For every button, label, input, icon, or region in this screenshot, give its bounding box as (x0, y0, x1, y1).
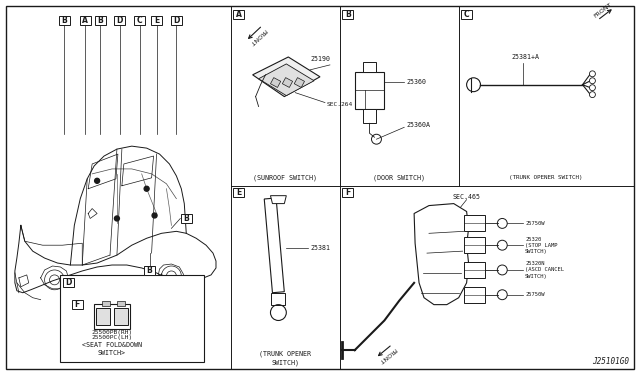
Bar (59, 16, 70, 25)
Text: C: C (137, 16, 143, 25)
Bar (114, 308, 128, 326)
Text: 25381+A: 25381+A (511, 54, 539, 60)
Circle shape (152, 213, 157, 218)
Circle shape (589, 85, 595, 91)
Text: A: A (83, 16, 88, 25)
Bar (463, 237, 485, 253)
Text: C: C (464, 10, 469, 19)
Text: B: B (97, 16, 103, 25)
Text: FRONT: FRONT (248, 28, 267, 46)
Bar (234, 10, 244, 19)
Text: 25320N
(ASCD CANCEL
SWITCH): 25320N (ASCD CANCEL SWITCH) (525, 261, 564, 279)
Bar (234, 188, 244, 197)
Text: FRONT: FRONT (593, 1, 613, 19)
Bar (294, 78, 305, 87)
Text: 25750W: 25750W (525, 292, 545, 297)
Text: (TRUNK OPENER SWITCH): (TRUNK OPENER SWITCH) (509, 175, 582, 180)
Text: B: B (184, 214, 189, 223)
Text: D: D (173, 16, 180, 25)
Bar (342, 188, 353, 197)
Bar (463, 262, 485, 278)
Bar (94, 304, 130, 329)
Bar (144, 266, 155, 275)
Bar (363, 109, 376, 124)
Bar (363, 62, 376, 72)
Text: B: B (147, 266, 152, 275)
Text: B: B (345, 10, 351, 19)
Text: D: D (116, 16, 123, 25)
Text: 25360A: 25360A (406, 122, 430, 128)
Bar (60, 275, 204, 362)
Bar (271, 293, 285, 305)
Bar (181, 214, 192, 223)
Bar (463, 287, 485, 303)
Circle shape (144, 186, 149, 191)
Bar (151, 16, 162, 25)
Text: 25500PC(LH): 25500PC(LH) (92, 335, 132, 340)
Text: A: A (236, 10, 242, 19)
Bar (80, 16, 91, 25)
Bar (355, 72, 385, 109)
Text: SEC.264: SEC.264 (327, 102, 353, 107)
Bar (96, 308, 110, 326)
Bar (117, 301, 125, 306)
Polygon shape (414, 203, 468, 305)
Text: 25500PB(RH): 25500PB(RH) (92, 330, 132, 335)
Text: SEC.465: SEC.465 (452, 194, 481, 200)
Bar (264, 198, 284, 293)
Bar (463, 215, 485, 231)
Text: 25750W: 25750W (525, 221, 545, 226)
Bar (115, 16, 125, 25)
Circle shape (589, 71, 595, 77)
Text: 25190: 25190 (310, 56, 330, 62)
Text: FRONT: FRONT (377, 346, 397, 364)
Bar (342, 10, 353, 19)
Text: (TRUNK OPENER
SWITCH): (TRUNK OPENER SWITCH) (259, 351, 311, 366)
Text: D: D (65, 278, 72, 287)
Text: F: F (345, 188, 350, 197)
Bar (63, 278, 74, 287)
Polygon shape (253, 57, 320, 97)
Text: F: F (75, 300, 80, 309)
Bar (271, 78, 281, 87)
Text: (DOOR SWITCH): (DOOR SWITCH) (373, 174, 425, 181)
Bar (72, 300, 83, 309)
Text: B: B (61, 16, 67, 25)
Polygon shape (259, 64, 314, 96)
Text: E: E (236, 188, 241, 197)
Circle shape (95, 178, 100, 183)
Bar (282, 78, 292, 87)
Text: E: E (154, 16, 159, 25)
Text: 25320
(STOP LAMP
SWITCH): 25320 (STOP LAMP SWITCH) (525, 237, 557, 254)
Text: 25381: 25381 (310, 245, 330, 251)
Bar (102, 301, 110, 306)
Circle shape (589, 92, 595, 97)
Text: <SEAT FOLD&DOWN
SWITCH>: <SEAT FOLD&DOWN SWITCH> (82, 342, 142, 356)
Text: (SUNROOF SWITCH): (SUNROOF SWITCH) (253, 174, 317, 181)
Bar (461, 10, 472, 19)
Bar (95, 16, 106, 25)
Circle shape (115, 216, 120, 221)
Circle shape (589, 78, 595, 84)
Text: J25101G0: J25101G0 (592, 357, 629, 366)
Text: 25360: 25360 (406, 79, 426, 85)
Bar (134, 16, 145, 25)
Polygon shape (271, 196, 286, 203)
Bar (171, 16, 182, 25)
